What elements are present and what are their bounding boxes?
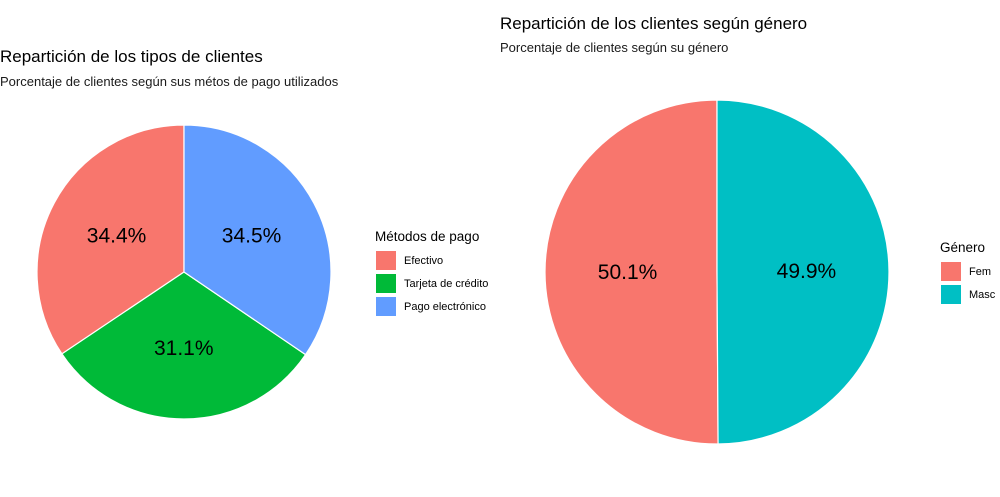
legend-key-masc [941, 285, 961, 304]
chart-2-legend-title: Género [940, 240, 985, 255]
chart-1-pie [36, 124, 332, 420]
chart-payment-methods: Repartición de los tipos de clientes Por… [0, 47, 488, 420]
chart-2-legend: Género Fem Masc [940, 240, 996, 304]
legend-label-tarjeta-de-credito: Tarjeta de crédito [404, 278, 488, 290]
slice-label-masc: 49.9% [777, 260, 837, 283]
chart-2-slice-labels: 50.1% 49.9% [598, 260, 836, 284]
chart-1-legend: Métodos de pago Efectivo Tarjeta de crédi… [375, 229, 488, 316]
legend-label-masc: Masc [969, 289, 996, 301]
chart-2-pie [544, 99, 890, 445]
pie-slice-masc [716, 99, 890, 445]
legend-key-tarjeta-de-credito [376, 274, 396, 293]
chart-1-legend-entries: Efectivo Tarjeta de crédito Pago electróni… [376, 251, 488, 316]
slice-label-pago-electronico: 34.5% [222, 225, 282, 248]
chart-1-legend-title: Métodos de pago [375, 229, 479, 244]
chart-2-subtitle: Porcentaje de clientes según su género [500, 40, 728, 55]
slice-label-fem: 50.1% [598, 261, 658, 284]
legend-key-pago-electronico [376, 297, 396, 316]
chart-2-title: Repartición de los clientes según género [500, 14, 807, 33]
pie-slice-pago-electronico [183, 124, 332, 356]
pie-slice-fem [544, 99, 719, 445]
slice-label-tarjeta-de-credito: 31.1% [154, 337, 214, 360]
legend-key-fem [941, 262, 961, 281]
legend-key-efectivo [376, 251, 396, 270]
chart-2-legend-entries: Fem Masc [941, 262, 996, 304]
chart-1-title: Repartición de los tipos de clientes [0, 47, 263, 66]
legend-label-pago-electronico: Pago electrónico [404, 301, 486, 313]
chart-1-slice-labels: 34.4% 31.1% 34.5% [87, 225, 282, 360]
pie-slice-efectivo [36, 124, 185, 355]
legend-label-fem: Fem [969, 266, 991, 278]
legend-label-efectivo: Efectivo [404, 255, 443, 267]
chart-1-subtitle: Porcentaje de clientes según sus métos d… [0, 74, 339, 89]
slice-label-efectivo: 34.4% [87, 225, 147, 248]
chart-gender: Repartición de los clientes según género… [500, 14, 996, 445]
pie-slice-tarjeta-de-credito [61, 271, 307, 420]
